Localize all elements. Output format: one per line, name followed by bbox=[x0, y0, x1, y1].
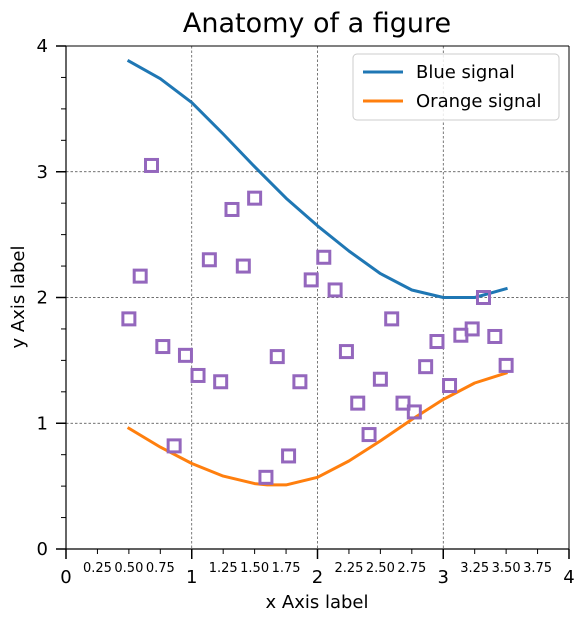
x-minor-tick-label: 0.75 bbox=[146, 561, 175, 576]
scatter-marker bbox=[247, 190, 263, 206]
scatter-marker bbox=[316, 249, 332, 265]
scatter-marker bbox=[350, 395, 366, 411]
scatter-marker bbox=[361, 427, 377, 443]
y-major-tick-label: 4 bbox=[37, 36, 48, 57]
scatter-marker bbox=[121, 311, 137, 327]
x-minor-tick-label: 1.25 bbox=[209, 561, 238, 576]
x-minor-tick-label: 0.50 bbox=[114, 561, 143, 576]
y-major-tick-label: 2 bbox=[37, 288, 48, 309]
legend-box bbox=[352, 53, 560, 121]
scatter-marker bbox=[213, 374, 229, 390]
scatter-marker bbox=[235, 258, 251, 274]
legend-label: Blue signal bbox=[416, 62, 515, 83]
scatter-marker bbox=[144, 157, 160, 173]
scatter-marker bbox=[384, 311, 400, 327]
x-major-tick-label: 4 bbox=[563, 567, 574, 588]
scatter-marker bbox=[498, 357, 514, 373]
scatter-marker bbox=[406, 404, 422, 420]
chart-title: Anatomy of a figure bbox=[183, 8, 451, 39]
scatter-marker bbox=[442, 378, 458, 394]
scatter-marker bbox=[166, 438, 182, 454]
x-minor-tick-label: 2.25 bbox=[334, 561, 363, 576]
scatter-marker bbox=[487, 328, 503, 344]
x-minor-tick-label: 2.75 bbox=[397, 561, 426, 576]
scatter-marker bbox=[258, 469, 274, 485]
y-major-tick-label: 1 bbox=[37, 413, 48, 434]
scatter-marker bbox=[155, 339, 171, 355]
scatter-marker bbox=[418, 359, 434, 375]
scatter-marker bbox=[372, 371, 388, 387]
scatter-marker bbox=[327, 282, 343, 298]
x-minor-tick-label: 3.75 bbox=[523, 561, 552, 576]
x-minor-tick-label: 2.50 bbox=[366, 561, 395, 576]
legend-label: Orange signal bbox=[416, 91, 541, 112]
scatter-marker bbox=[201, 252, 217, 268]
scatter-marker bbox=[292, 374, 308, 390]
scatter-marker bbox=[475, 290, 491, 305]
x-minor-tick-label: 1.75 bbox=[272, 561, 301, 576]
x-axis-label: x Axis label bbox=[266, 592, 369, 613]
y-major-tick-label: 3 bbox=[37, 162, 48, 183]
legend: Blue signal Orange signal bbox=[352, 53, 560, 121]
scatter-marker bbox=[429, 334, 445, 350]
scatter-marker bbox=[281, 448, 297, 464]
scatter-marker bbox=[464, 321, 480, 337]
scatter-marker bbox=[269, 349, 285, 365]
scatter-marker bbox=[395, 395, 411, 411]
series-line-1 bbox=[126, 371, 508, 487]
scatter-marker bbox=[338, 344, 354, 360]
x-minor-tick-label: 3.25 bbox=[460, 561, 489, 576]
y-axis-label: y Axis label bbox=[8, 246, 29, 349]
scatter-marker bbox=[190, 367, 206, 383]
scatter-marker bbox=[224, 201, 240, 217]
series-line-0 bbox=[126, 59, 508, 299]
plot-area: 0 1 2 3 4 0.25 0.50 0.75 1.25 1.50 1.75 2.25 2.50 2.7… bbox=[37, 36, 575, 588]
x-minor-tick-label: 0.25 bbox=[83, 561, 112, 576]
scatter-marker bbox=[177, 347, 193, 363]
x-major-tick-label: 0 bbox=[60, 567, 71, 588]
x-minor-tick-label: 1.50 bbox=[240, 561, 269, 576]
x-major-tick-label: 3 bbox=[438, 567, 449, 588]
x-minor-tick-label: 3.50 bbox=[492, 561, 521, 576]
scatter-marker bbox=[132, 268, 148, 284]
x-major-tick-label: 2 bbox=[312, 567, 323, 588]
y-major-tick-label: 0 bbox=[37, 539, 48, 560]
scatter-marker bbox=[303, 272, 319, 288]
x-major-tick-label: 1 bbox=[186, 567, 197, 588]
